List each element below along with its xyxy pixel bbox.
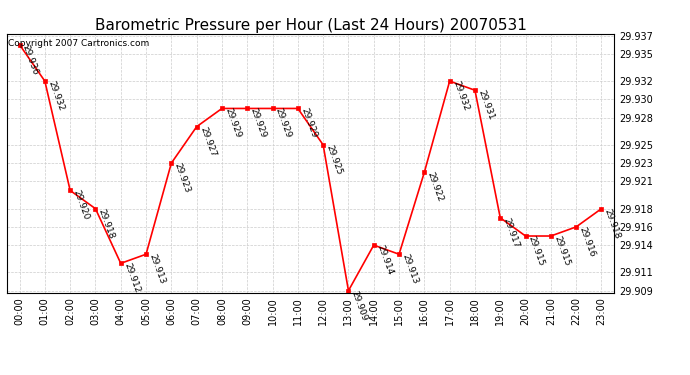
Text: 29.913: 29.913 [400,253,420,285]
Text: 29.929: 29.929 [224,107,242,140]
Text: 29.932: 29.932 [451,80,470,112]
Text: 29.931: 29.931 [476,89,495,122]
Text: 29.918: 29.918 [603,207,622,240]
Text: 29.915: 29.915 [527,235,546,267]
Text: 29.915: 29.915 [552,235,571,267]
Text: 29.936: 29.936 [21,43,40,76]
Text: 29.920: 29.920 [72,189,90,222]
Text: 29.922: 29.922 [426,171,445,203]
Text: 29.929: 29.929 [299,107,318,140]
Text: 29.916: 29.916 [578,225,597,258]
Text: 29.913: 29.913 [148,253,167,285]
Text: 29.912: 29.912 [122,262,141,294]
Text: 29.929: 29.929 [248,107,268,140]
Text: 29.927: 29.927 [198,125,217,158]
Text: 29.917: 29.917 [502,216,521,249]
Title: Barometric Pressure per Hour (Last 24 Hours) 20070531: Barometric Pressure per Hour (Last 24 Ho… [95,18,526,33]
Text: 29.925: 29.925 [324,144,344,176]
Text: 29.932: 29.932 [46,80,66,112]
Text: 29.929: 29.929 [274,107,293,140]
Text: Copyright 2007 Cartronics.com: Copyright 2007 Cartronics.com [8,39,149,48]
Text: 29.914: 29.914 [375,244,394,276]
Text: 29.923: 29.923 [172,162,192,194]
Text: 29.909: 29.909 [350,289,369,322]
Text: 29.918: 29.918 [97,207,116,240]
